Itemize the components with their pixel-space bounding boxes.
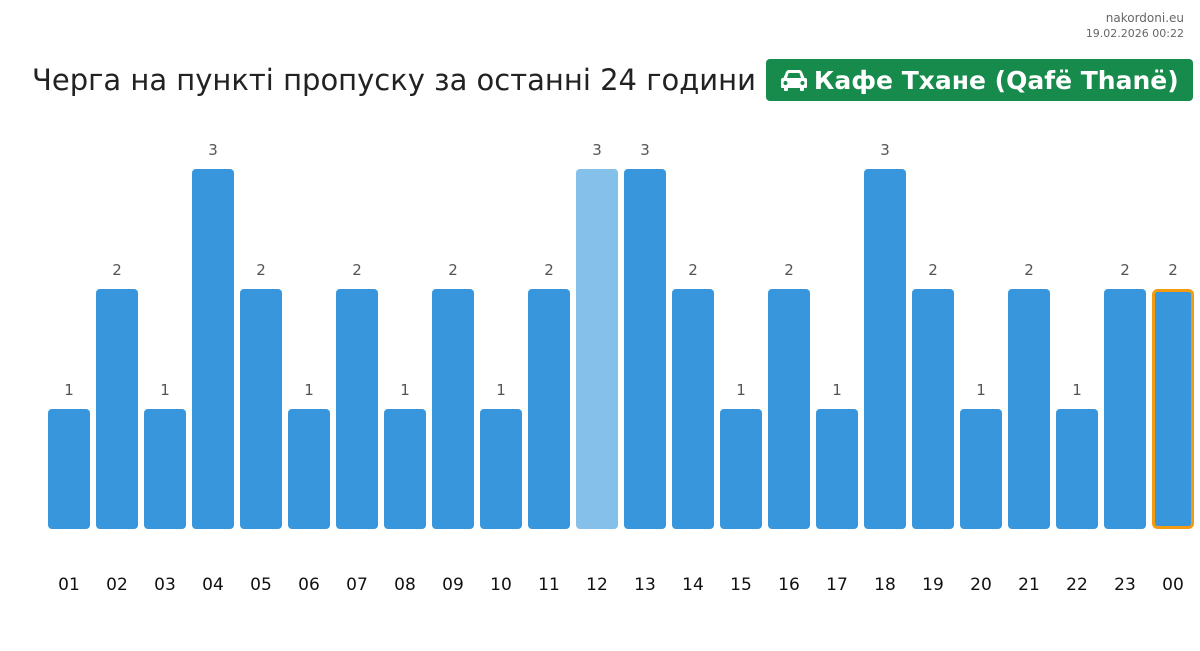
x-tick-00: 00	[1162, 575, 1184, 595]
bar-23[interactable]	[1104, 289, 1146, 529]
checkpoint-badge: Кафе Тхане (Qafë Thanë)	[765, 59, 1193, 101]
x-tick-01: 01	[58, 575, 80, 595]
x-tick-02: 02	[106, 575, 128, 595]
x-tick-15: 15	[730, 575, 752, 595]
value-label-00: 2	[1168, 261, 1178, 279]
x-tick-13: 13	[634, 575, 656, 595]
value-label-06: 1	[304, 381, 314, 399]
bar-13[interactable]	[624, 169, 666, 529]
x-tick-12: 12	[586, 575, 608, 595]
bar-18[interactable]	[864, 169, 906, 529]
x-tick-07: 07	[346, 575, 368, 595]
x-tick-21: 21	[1018, 575, 1040, 595]
x-tick-16: 16	[778, 575, 800, 595]
source-info: nakordoni.eu 19.02.2026 00:22	[1086, 10, 1184, 41]
x-tick-23: 23	[1114, 575, 1136, 595]
value-label-21: 2	[1024, 261, 1034, 279]
value-label-03: 1	[160, 381, 170, 399]
x-tick-03: 03	[154, 575, 176, 595]
bar-19[interactable]	[912, 289, 954, 529]
x-tick-06: 06	[298, 575, 320, 595]
chart-header: Черга на пункті пропуску за останні 24 г…	[32, 58, 1193, 102]
bar-01[interactable]	[48, 409, 90, 529]
source-timestamp: 19.02.2026 00:22	[1085, 27, 1184, 40]
bar-15[interactable]	[720, 409, 762, 529]
x-tick-11: 11	[538, 575, 560, 595]
x-tick-09: 09	[442, 575, 464, 595]
source-site: nakordoni.eu	[1105, 11, 1184, 25]
x-tick-14: 14	[682, 575, 704, 595]
bar-08[interactable]	[384, 409, 426, 529]
bar-04[interactable]	[192, 169, 234, 529]
value-label-20: 1	[976, 381, 986, 399]
chart-title: Черга на пункті пропуску за останні 24 г…	[32, 63, 756, 97]
value-label-09: 2	[448, 261, 458, 279]
value-label-02: 2	[112, 261, 122, 279]
bar-06[interactable]	[288, 409, 330, 529]
bar-17[interactable]	[816, 409, 858, 529]
bar-22[interactable]	[1056, 409, 1098, 529]
value-label-17: 1	[832, 381, 842, 399]
bar-02[interactable]	[96, 289, 138, 529]
value-label-07: 2	[352, 261, 362, 279]
value-label-05: 2	[256, 261, 266, 279]
x-tick-10: 10	[490, 575, 512, 595]
bar-09[interactable]	[432, 289, 474, 529]
x-tick-20: 20	[970, 575, 992, 595]
value-label-23: 2	[1120, 261, 1130, 279]
bar-00[interactable]	[1152, 289, 1194, 529]
value-label-14: 2	[688, 261, 698, 279]
value-label-11: 2	[544, 261, 554, 279]
bar-12[interactable]	[576, 169, 618, 529]
x-tick-22: 22	[1066, 575, 1088, 595]
bar-20[interactable]	[960, 409, 1002, 529]
value-label-08: 1	[400, 381, 410, 399]
bar-16[interactable]	[768, 289, 810, 529]
value-label-18: 3	[880, 141, 890, 159]
value-label-13: 3	[640, 141, 650, 159]
bar-21[interactable]	[1008, 289, 1050, 529]
bar-05[interactable]	[240, 289, 282, 529]
x-tick-05: 05	[250, 575, 272, 595]
value-label-16: 2	[784, 261, 794, 279]
bar-14[interactable]	[672, 289, 714, 529]
value-label-04: 3	[208, 141, 218, 159]
x-tick-08: 08	[394, 575, 416, 595]
value-label-01: 1	[64, 381, 74, 399]
value-label-22: 1	[1072, 381, 1082, 399]
value-label-15: 1	[736, 381, 746, 399]
value-label-12: 3	[592, 141, 602, 159]
bar-11[interactable]	[528, 289, 570, 529]
bar-03[interactable]	[144, 409, 186, 529]
value-label-10: 1	[496, 381, 506, 399]
checkpoint-name: Кафе Тхане (Qafë Thanë)	[813, 65, 1179, 95]
bar-10[interactable]	[480, 409, 522, 529]
x-tick-18: 18	[874, 575, 896, 595]
x-tick-17: 17	[826, 575, 848, 595]
value-label-19: 2	[928, 261, 938, 279]
car-icon	[780, 70, 807, 91]
x-tick-19: 19	[922, 575, 944, 595]
bar-07[interactable]	[336, 289, 378, 529]
x-tick-04: 04	[202, 575, 224, 595]
